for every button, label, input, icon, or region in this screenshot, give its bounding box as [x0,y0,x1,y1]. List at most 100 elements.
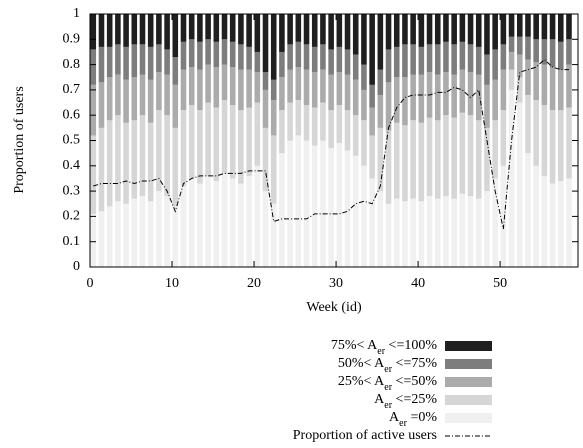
bar-segment [361,64,367,90]
bar-segment [164,14,170,50]
bar-segment [336,143,343,267]
bar-segment [484,191,490,267]
bar-segment [443,115,449,197]
bar-segment [205,175,211,267]
bar-segment [238,110,244,184]
bar-segment [549,110,556,184]
bar-segment [402,125,408,202]
bar-segment [361,165,367,267]
bar-segment [516,14,523,37]
bar-segment [443,41,449,73]
bar-segment [98,14,105,47]
bar-segment [205,64,211,103]
bar-segment [328,148,334,267]
bar-segment [492,49,498,80]
bar-segment [541,175,548,267]
bar-segment [139,44,146,75]
bar-segment [262,72,269,90]
bar-segment [328,14,334,50]
bar-segment [566,107,572,179]
y-tick-label: 0.3 [63,183,81,198]
y-tick-label: 0.5 [63,133,81,148]
bar-segment [262,14,269,73]
bar-segment [369,178,375,267]
bar-segment [385,130,392,204]
y-tick-label: 0 [73,259,80,274]
y-tick-label: 0.9 [63,32,81,47]
bar-segment [147,79,154,123]
legend-label: 75%< Aer <=100% [331,338,437,357]
bar-segment [451,117,457,199]
bar-segment [533,100,539,166]
bar-segment [311,14,318,47]
bar-segment [131,77,138,121]
bar-segment [311,107,318,146]
bar-segment [344,14,351,50]
bar-segment [451,198,457,267]
y-tick-label: 0.6 [63,107,81,122]
bar-segment [525,59,531,95]
bar-segment [254,165,261,267]
bar-segment [557,180,564,267]
bar-segment [156,110,162,192]
bar-segment [98,127,105,212]
bar-segment [434,74,441,121]
bar-segment [205,14,211,40]
bar-segment [295,67,302,101]
bar-segment [393,122,400,199]
bar-segment [525,14,531,37]
bar-segment [467,196,474,267]
bar-segment [484,127,490,192]
bar-segment [500,110,507,166]
bar-segment [557,69,564,111]
bar-segment [393,14,400,47]
bar-segment [500,14,507,45]
bar-segment [426,117,433,197]
bar-segment [410,44,416,75]
bar-segment [139,14,146,45]
bar-segment [525,153,531,267]
bar-segment [221,173,228,267]
bar-segment [270,203,277,267]
bar-segment [229,67,236,106]
bar-segment [541,105,548,176]
bar-segment [254,51,261,73]
bar-segment [402,14,408,45]
bar-segment [172,127,179,207]
bar-segment [328,49,334,75]
bar-segment [451,14,457,45]
bar-segment [98,46,105,83]
bar-segment [279,153,285,267]
bar-segment [295,14,302,42]
bar-segment [459,14,466,42]
bar-segment [549,183,556,267]
bar-segment [320,69,326,103]
bar-segment [139,115,146,197]
bar-segment [525,36,531,60]
y-axis-label: Proportion of users [12,86,27,193]
bar-segment [279,14,285,52]
bar-segment [188,39,195,68]
bar-segment [434,44,441,75]
bar-segment [508,69,515,90]
bar-segment [311,46,318,73]
bar-segment [516,36,523,55]
bar-segment [516,54,523,78]
active-users-line [93,58,569,230]
x-axis-label: Week (id) [306,300,362,315]
bar-segment [106,14,113,47]
bar-segment [475,46,482,75]
bar-segment [221,64,228,101]
bar-segment [320,14,326,45]
y-tick-label: 0.1 [63,234,81,249]
bar-segment [213,107,220,181]
bar-segment [549,67,556,111]
bar-segment [426,14,433,45]
bar-segment [336,46,343,73]
bar-segment [279,77,285,111]
bar-segment [287,14,293,45]
bar-segment [188,14,195,40]
bar-segment [139,196,146,267]
bar-segment [147,122,154,202]
bar-segment [106,46,113,78]
